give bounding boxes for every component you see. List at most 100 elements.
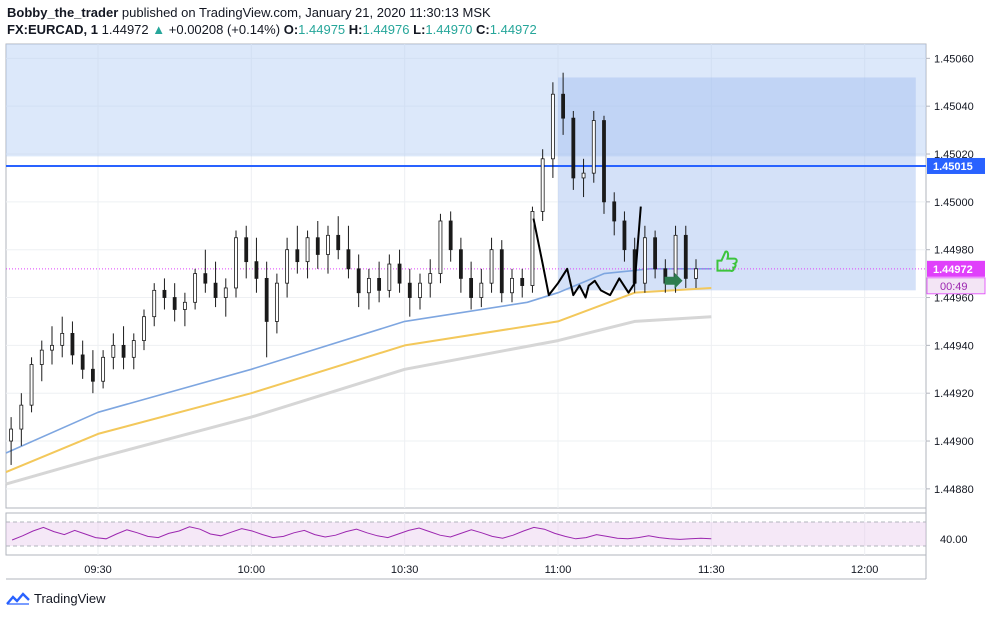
candle (622, 220, 627, 251)
y-tick-label: 1.44980 (934, 245, 974, 257)
candle (142, 316, 146, 341)
candle (366, 277, 371, 294)
candle (50, 344, 54, 351)
last-price-label: 1.44972 (933, 264, 973, 276)
y-tick-label: 1.44920 (934, 388, 974, 400)
candle (550, 93, 555, 160)
last-price-label-bg (927, 260, 985, 277)
candle (448, 220, 453, 251)
x-tick-label: 11:30 (698, 564, 725, 576)
countdown-label-bg (926, 277, 986, 295)
candle (203, 273, 208, 284)
candle (489, 249, 494, 284)
candle (70, 333, 75, 356)
candle (172, 297, 177, 310)
candle (101, 356, 106, 382)
candle (561, 93, 566, 119)
published-text: published on TradingView.com, January 21… (121, 5, 491, 20)
candle (520, 277, 525, 286)
candle (182, 301, 187, 310)
candle (285, 249, 290, 284)
candle (336, 234, 341, 251)
open-value: 1.44975 (298, 22, 346, 37)
rsi-band (6, 522, 926, 546)
y-tick-label: 1.44880 (934, 484, 974, 496)
candle (683, 234, 688, 279)
candle (326, 234, 330, 255)
change-value: +0.00208 (+0.14%) (168, 22, 281, 37)
candle (162, 289, 167, 298)
rsi-value-label: 40.00 (940, 534, 968, 546)
candle (530, 211, 535, 286)
x-tick-label: 10:00 (238, 564, 266, 576)
tradingview-logo-icon (6, 591, 30, 605)
footer-branding[interactable]: TradingView (6, 591, 106, 606)
candle (581, 172, 586, 179)
level-price-label-bg (927, 157, 985, 174)
candle (234, 237, 238, 289)
candle (305, 237, 310, 263)
symbol-label[interactable]: FX:EURCAD, 1 (7, 22, 99, 37)
header-ohlc-line: FX:EURCAD, 1 1.44972 ▲ +0.00208 (+0.14%)… (7, 22, 537, 37)
candle (428, 273, 433, 284)
y-tick-label: 1.45040 (934, 101, 974, 113)
candle (121, 344, 126, 358)
candle (510, 277, 514, 294)
resistance-zone[interactable] (6, 44, 926, 157)
last-price: 1.44972 (101, 22, 149, 37)
rsi-line (11, 526, 712, 541)
low-label: L: (413, 22, 426, 37)
header-publish-line: Bobby_the_trader published on TradingVie… (7, 5, 491, 20)
candle (244, 237, 249, 263)
candle (602, 120, 606, 203)
ma-gray-line (5, 315, 712, 486)
candle (193, 273, 198, 303)
price-pane[interactable] (5, 43, 927, 509)
candle (254, 261, 259, 279)
candle (397, 263, 402, 284)
rsi-pane[interactable] (5, 512, 927, 556)
candle (19, 404, 24, 430)
freehand-drawing (532, 206, 642, 299)
candle (9, 428, 14, 442)
candle (438, 220, 443, 275)
y-tick-label: 1.44940 (934, 340, 974, 352)
candle (131, 340, 136, 358)
candle (418, 282, 422, 298)
candle (387, 263, 392, 291)
candle (264, 277, 269, 322)
candle (694, 268, 698, 279)
candle (458, 249, 463, 279)
open-label: O: (283, 22, 299, 37)
high-value: 1.44976 (362, 22, 410, 37)
x-tick-label: 11:00 (545, 564, 572, 576)
candle (315, 237, 320, 255)
close-label: C: (476, 22, 490, 37)
countdown-label: 00:49 (940, 281, 968, 293)
candle (642, 237, 647, 284)
arrow-right-icon[interactable] (664, 272, 683, 289)
thumbs-up-icon[interactable] (716, 250, 738, 272)
range-box[interactable] (558, 77, 916, 291)
author-name[interactable]: Bobby_the_trader (7, 5, 119, 20)
candle (213, 282, 218, 298)
candle (479, 282, 484, 298)
y-tick-label: 1.44900 (934, 436, 974, 448)
x-tick-label: 12:00 (851, 564, 879, 576)
candle (346, 249, 351, 270)
candle (571, 117, 576, 179)
candle (274, 282, 279, 322)
candle (60, 333, 65, 346)
candle (591, 120, 596, 174)
y-tick-label: 1.45060 (934, 53, 974, 65)
candle (377, 277, 382, 291)
y-tick-label: 1.45000 (934, 197, 974, 209)
level-price-label: 1.45015 (933, 161, 973, 173)
candle (653, 237, 658, 270)
candle (111, 344, 116, 358)
candle (469, 277, 474, 298)
candle (39, 349, 44, 365)
candle (152, 289, 157, 318)
candle (295, 249, 300, 263)
